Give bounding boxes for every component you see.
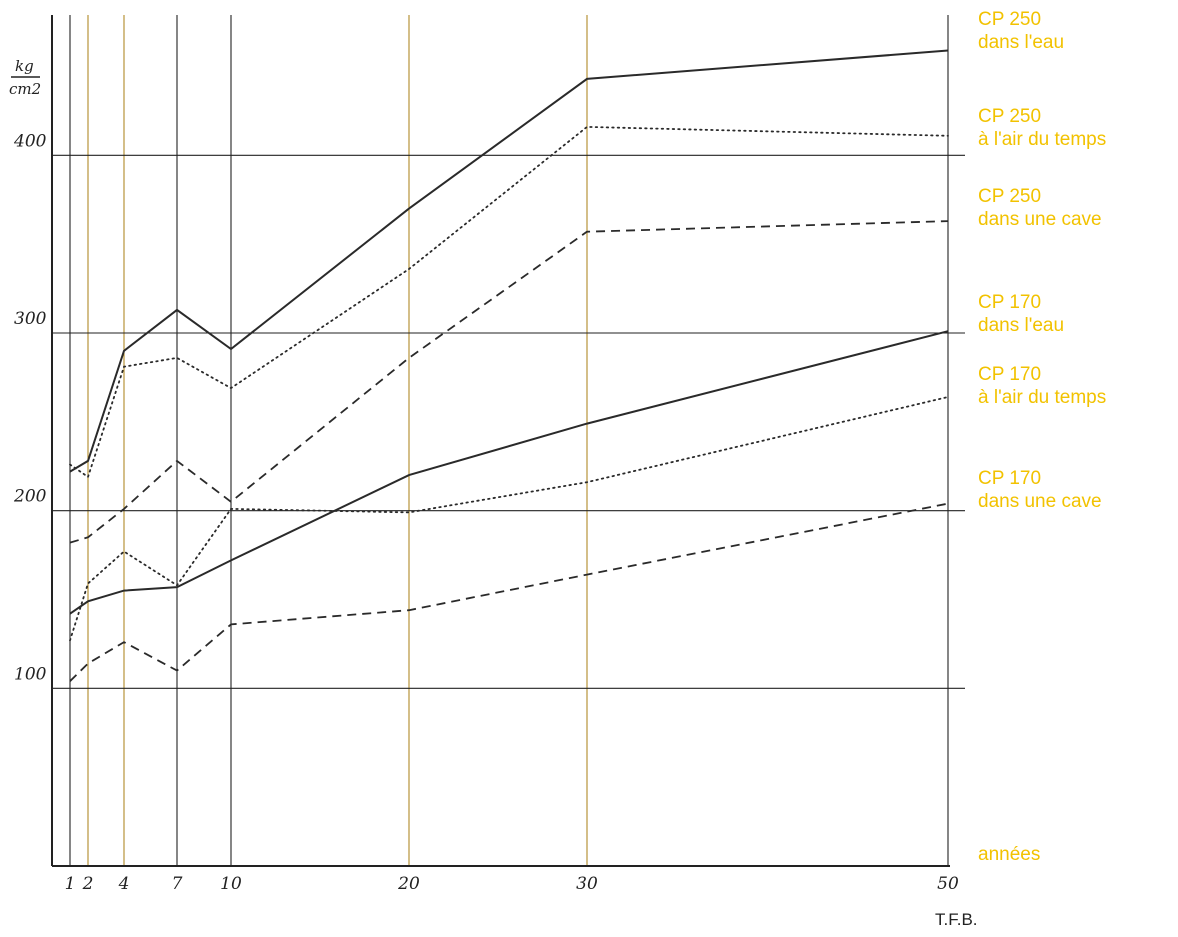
y-tick-label-200: 200 xyxy=(13,487,47,507)
legend-entry-4-line-2: dans l'eau xyxy=(978,315,1064,336)
series-line-3 xyxy=(69,220,949,544)
series-line-4 xyxy=(69,330,949,615)
legend-entry-5-line-1: CP 170 xyxy=(978,364,1041,385)
x-tick-label-30: 30 xyxy=(576,874,598,894)
legend-entry-2-line-2: à l'air du temps xyxy=(978,129,1106,150)
axes xyxy=(51,15,950,867)
tick-labels: 1 2 4 7 10 20 30 50 100 200 300 400 xyxy=(13,131,959,894)
legend-entry-5-line-2: à l'air du temps xyxy=(978,387,1106,408)
y-tick-label-100: 100 xyxy=(14,664,47,684)
legend-entry-6-line-2: dans une cave xyxy=(978,491,1102,512)
series-line-2 xyxy=(69,125,949,479)
legend-entry-3-line-2: dans une cave xyxy=(978,209,1102,230)
series-line-1 xyxy=(69,49,949,473)
y-tick-label-300: 300 xyxy=(14,309,47,329)
x-tick-label-1: 1 xyxy=(65,874,76,894)
legend-entry-2-line-1: CP 250 xyxy=(978,106,1041,127)
series-lines xyxy=(69,49,949,682)
y-unit-denominator: cm2 xyxy=(9,80,41,98)
legend-entry-3-line-1: CP 250 xyxy=(978,186,1041,207)
x-tick-label-2: 2 xyxy=(82,874,94,894)
credit-label: T.F.B. xyxy=(935,910,978,929)
x-tick-label-7: 7 xyxy=(172,874,183,894)
legend-entry-1-line-1: CP 250 xyxy=(978,9,1041,30)
x-axis-label: années xyxy=(978,844,1040,865)
x-tick-label-10: 10 xyxy=(220,874,242,894)
y-unit-label: kg cm2 xyxy=(9,57,41,98)
x-tick-label-4: 4 xyxy=(118,874,130,894)
legend-entry-1-line-2: dans l'eau xyxy=(978,32,1064,53)
grid xyxy=(52,15,965,866)
series-line-5 xyxy=(69,396,949,642)
series-line-6 xyxy=(69,502,949,682)
legend-entry-4-line-1: CP 170 xyxy=(978,292,1041,313)
x-tick-label-20: 20 xyxy=(397,874,420,894)
y-unit-numerator: kg xyxy=(15,57,34,75)
legend-entry-6-line-1: CP 170 xyxy=(978,468,1041,489)
y-tick-label-400: 400 xyxy=(13,131,47,151)
x-tick-label-50: 50 xyxy=(937,874,959,894)
